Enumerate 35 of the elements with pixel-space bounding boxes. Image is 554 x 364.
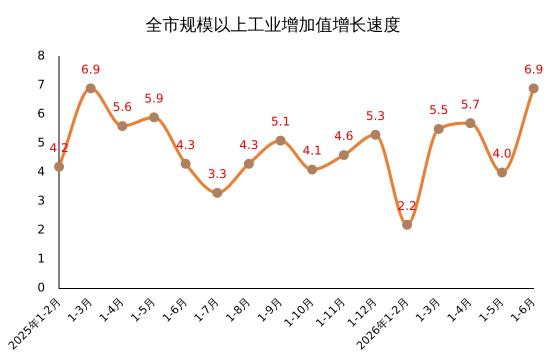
y-tick-label: 0 — [37, 280, 46, 295]
x-tick-label: 1-5月 — [128, 295, 158, 325]
x-tick-label: 1-6月 — [160, 295, 190, 325]
data-label: 3.3 — [208, 166, 227, 181]
data-label: 4.6 — [334, 129, 354, 144]
data-label: 5.3 — [366, 108, 386, 123]
y-tick-label: 5 — [37, 136, 46, 150]
x-tick-label: 1-6月 — [508, 295, 538, 325]
y-tick-label: 7 — [37, 78, 46, 92]
data-label: 4.1 — [302, 144, 322, 158]
x-tick-label: 1-3月 — [413, 295, 443, 325]
data-label: 5.6 — [112, 100, 132, 114]
y-tick-label: 8 — [37, 48, 46, 63]
data-label: 4.3 — [176, 138, 196, 152]
x-tick-label: 1-7月 — [192, 295, 222, 325]
x-tick-label: 1-3月 — [65, 295, 95, 325]
y-tick-label: 1 — [37, 252, 46, 266]
data-label: 5.9 — [144, 91, 164, 106]
chart-title: 全市规模以上工业增加值增长速度 — [146, 16, 400, 36]
x-tick-label: 1-9月 — [255, 295, 285, 325]
data-label: 5.7 — [460, 97, 480, 112]
data-label: 5.1 — [270, 114, 290, 129]
data-label: 6.9 — [524, 62, 544, 76]
y-tick-label: 6 — [37, 106, 46, 121]
y-tick-label: 3 — [37, 194, 46, 208]
x-tick-label: 1-5月 — [476, 295, 506, 325]
data-label: 5.5 — [429, 103, 448, 118]
x-tick-label: 1-4月 — [96, 295, 126, 325]
data-label: 6.9 — [81, 62, 100, 76]
x-tick-label: 1-4月 — [444, 295, 475, 325]
x-tick-label: 1-8月 — [223, 295, 254, 325]
data-label: 4.3 — [239, 138, 258, 152]
y-tick-label: 4 — [37, 164, 46, 179]
y-tick-label: 2 — [37, 222, 46, 237]
data-label: 4.0 — [492, 146, 512, 161]
